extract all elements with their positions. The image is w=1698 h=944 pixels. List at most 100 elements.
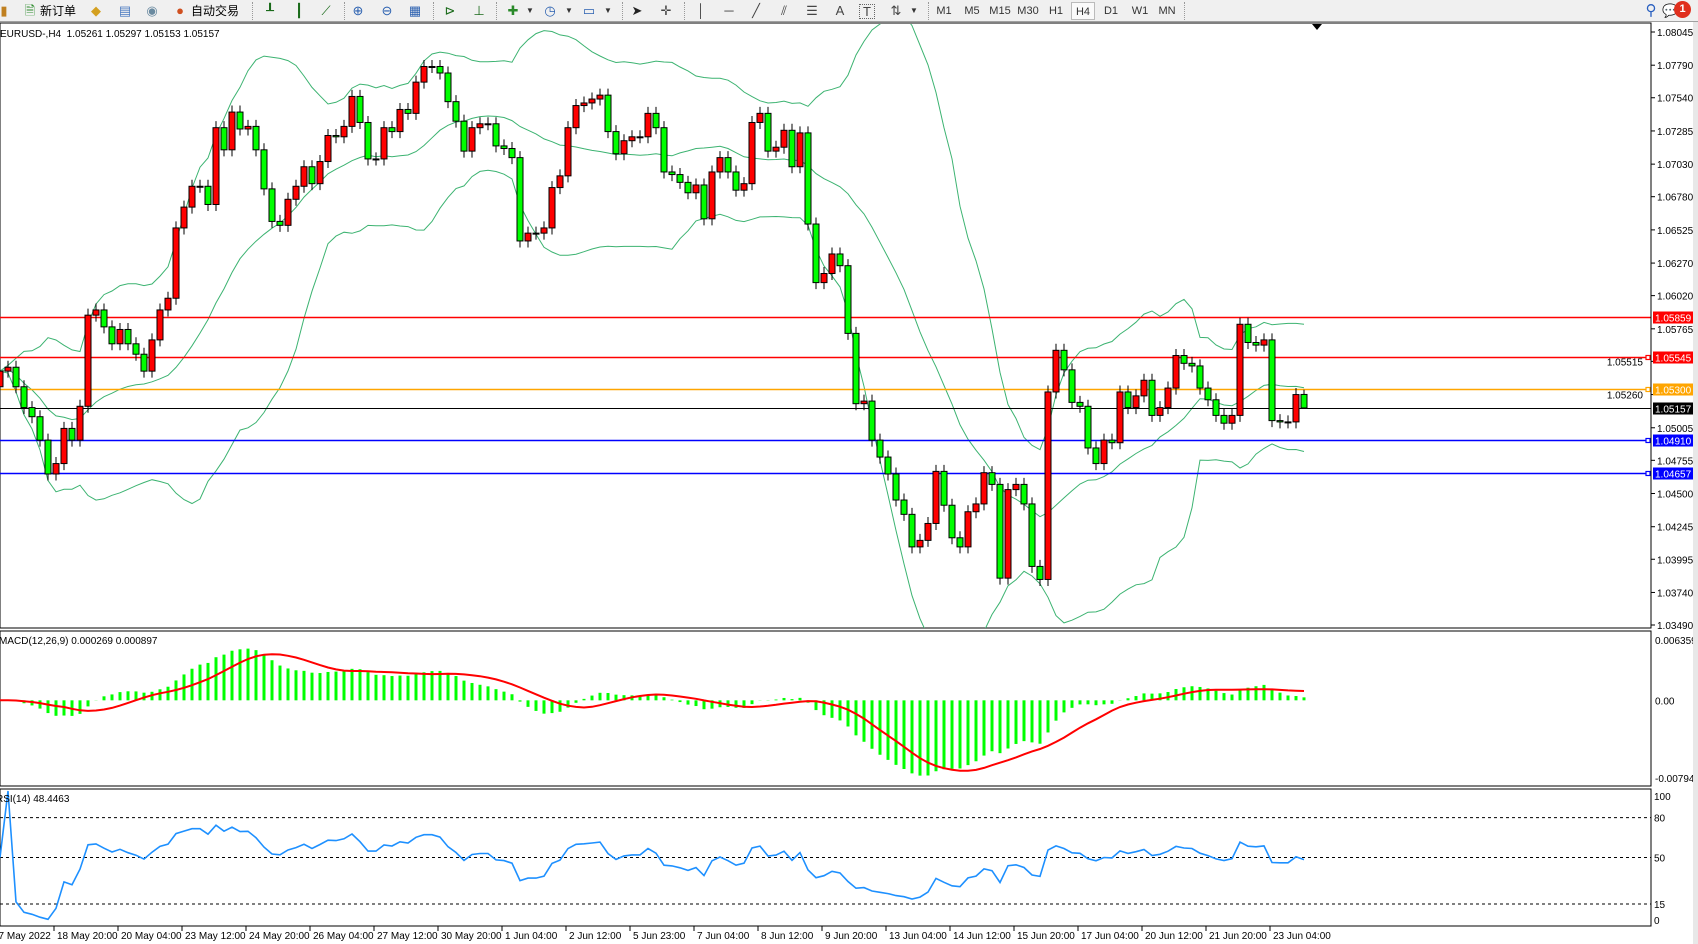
horizontal-line-icon[interactable]: ─: [724, 3, 734, 18]
rsi-pane[interactable]: RSI(14) 48.4463 100 80 50 15 0: [0, 788, 1671, 927]
time-tick-label: 9 Jun 20:00: [825, 931, 878, 942]
bearish-candle: [20, 386, 28, 409]
history-center-icon[interactable]: ▤: [118, 3, 132, 18]
line-chart-icon[interactable]: ⟋: [321, 3, 331, 18]
signals-icon[interactable]: ◉: [146, 3, 158, 18]
macd-signal-line: [0, 653, 1305, 772]
time-tick-label: 20 May 04:00: [121, 931, 182, 942]
timeframe-w1[interactable]: W1: [1131, 5, 1149, 17]
bullish-candle: [196, 185, 204, 188]
fibonacci-icon[interactable]: ☰: [806, 3, 818, 18]
periods-clock-icon[interactable]: ◷: [544, 3, 556, 18]
zoom-in-icon[interactable]: ⊕: [352, 3, 364, 18]
toolbar-separator: [622, 2, 623, 20]
text-tool-icon[interactable]: A: [835, 3, 845, 18]
timeframe-h1[interactable]: H1: [1048, 5, 1064, 17]
expert-advisor-icon[interactable]: ◆: [91, 3, 101, 18]
crosshair-icon[interactable]: ✛: [660, 3, 672, 18]
bearish-candle: [364, 121, 372, 160]
bearish-candle: [1180, 355, 1188, 364]
autotrading-button[interactable]: 自动交易: [191, 4, 240, 18]
price-level-label: 1.05157: [1655, 405, 1692, 416]
bullish-candle: [716, 157, 724, 173]
horizontal-lines[interactable]: [0, 316, 1651, 477]
arrows-tool-icon[interactable]: ⇅: [890, 3, 902, 18]
macd-plot: [0, 648, 1306, 776]
time-tick-label: 20 Jun 12:00: [1145, 931, 1203, 942]
price-tick-label: 1.07285: [1657, 127, 1694, 138]
bearish-candle: [836, 253, 844, 267]
timeframe-mn[interactable]: MN: [1158, 5, 1176, 17]
bearish-candle: [1148, 379, 1156, 416]
bearish-candle: [948, 504, 956, 539]
bullish-candle: [748, 121, 756, 185]
bullish-candle: [316, 161, 324, 185]
time-tick-label: 5 Jun 23:00: [633, 931, 686, 942]
indicators-dropdown-icon[interactable]: ▼: [526, 6, 534, 15]
bullish-candle: [1116, 391, 1124, 444]
chart-shift-icon[interactable]: ⊥: [473, 3, 485, 18]
vertical-line-icon[interactable]: │: [696, 3, 706, 18]
bullish-candle: [1292, 394, 1300, 423]
autotrading-icon[interactable]: ●: [176, 3, 184, 18]
templates-dropdown-icon[interactable]: ▼: [604, 6, 612, 15]
bearish-candle: [100, 309, 108, 328]
bearish-candle: [660, 127, 668, 173]
bearish-candle: [1196, 365, 1204, 389]
chart-shift-marker-icon[interactable]: [1312, 24, 1322, 30]
bearish-candle: [812, 223, 820, 284]
timeframe-m30[interactable]: M30: [1017, 5, 1039, 17]
macd-axis: 0.006359 0.00 -0.007949: [1650, 631, 1698, 786]
price-tick-label: 1.03740: [1657, 588, 1694, 599]
notification-badge[interactable]: 1: [1674, 1, 1691, 18]
price-level-label-bg: [1653, 402, 1695, 415]
bullish-candle: [556, 175, 564, 189]
bullish-candle: [708, 171, 716, 220]
text-label-tool-icon[interactable]: T: [859, 4, 875, 19]
bearish-candle: [1212, 399, 1220, 416]
bearish-candle: [604, 94, 612, 133]
candlestick-chart-icon[interactable]: ┃: [295, 3, 303, 18]
cursor-icon[interactable]: ➤: [631, 3, 643, 18]
bullish-candle: [92, 309, 100, 316]
periods-dropdown-icon[interactable]: ▼: [565, 6, 573, 15]
new-order-icon[interactable]: 🗎: [24, 3, 36, 18]
bullish-candle: [372, 158, 380, 161]
bearish-candle: [28, 407, 36, 418]
trendline-icon[interactable]: ╱: [752, 3, 760, 18]
bearish-candle: [68, 427, 76, 441]
search-icon[interactable]: ⚲: [1645, 2, 1657, 19]
main-pane[interactable]: EURUSD-,H4 1.05261 1.05297 1.05153 1.051…: [0, 15, 1695, 649]
price-tick-label: 1.08045: [1657, 28, 1694, 39]
macd-pane[interactable]: MACD(12,26,9) 0.000269 0.000897 0.006359…: [0, 630, 1698, 787]
bullish-candle: [636, 136, 644, 139]
bullish-candle: [1132, 395, 1140, 409]
indicators-icon[interactable]: ✚: [507, 3, 519, 18]
tile-windows-icon[interactable]: ▦: [408, 3, 422, 18]
bullish-candle: [340, 125, 348, 138]
templates-icon[interactable]: ▭: [582, 3, 596, 18]
price-tick-label: 1.03490: [1657, 621, 1694, 632]
bar-chart-icon[interactable]: ┸: [266, 3, 274, 18]
timeframe-m15[interactable]: M15: [989, 5, 1011, 17]
bullish-candle: [0, 370, 4, 388]
timeframe-d1[interactable]: D1: [1103, 5, 1119, 17]
new-order-button[interactable]: 新订单: [40, 4, 77, 18]
bullish-candle: [540, 227, 548, 234]
timeframe-h4[interactable]: H4: [1071, 2, 1095, 20]
bullish-candle: [772, 146, 780, 152]
auto-scroll-icon[interactable]: ⊳: [444, 3, 456, 18]
price-tick-label: 1.06525: [1657, 226, 1694, 237]
zoom-out-icon[interactable]: ⊖: [381, 3, 393, 18]
bullish-candle: [4, 366, 12, 372]
arrows-dropdown-icon[interactable]: ▼: [910, 6, 918, 15]
price-axis: 1.08045 1.07790 1.07540 1.07285 1.07030 1.067…: [1607, 23, 1694, 632]
bullish-candle: [596, 94, 604, 100]
bullish-candle: [1228, 414, 1236, 424]
bullish-candle: [212, 127, 220, 205]
timeframe-m5[interactable]: M5: [964, 5, 980, 17]
bullish-candle: [148, 339, 156, 372]
equidistant-channel-icon[interactable]: ⫽: [781, 3, 787, 18]
timeframe-m1[interactable]: M1: [936, 5, 952, 17]
